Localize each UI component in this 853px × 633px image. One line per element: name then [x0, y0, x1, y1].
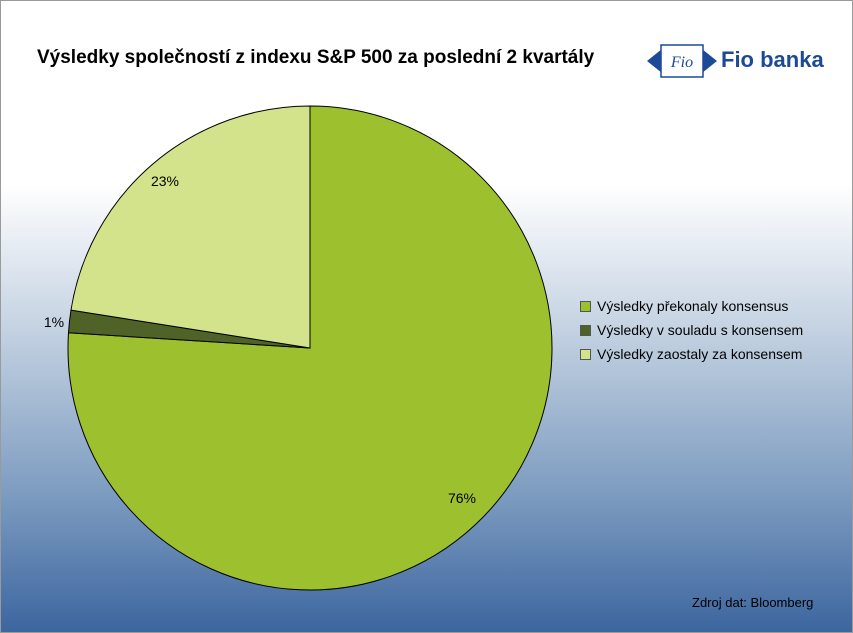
legend-label: Výsledky zaostaly za konsensem [597, 346, 803, 362]
slice-data-label-3: 23% [151, 173, 179, 189]
legend-swatch [580, 348, 591, 360]
legend-item-3: Výsledky zaostaly za konsensem [580, 342, 803, 366]
slice-data-label-2: 1% [44, 314, 64, 330]
legend-swatch [580, 324, 591, 336]
legend-item-2: Výsledky v souladu s konsensem [580, 318, 803, 342]
chart-legend: Výsledky překonaly konsensus Výsledky v s… [580, 294, 803, 366]
logo-text: Fio banka [721, 47, 824, 72]
pie-slice-3 [70, 105, 311, 349]
slice-data-label-1: 76% [448, 490, 476, 506]
legend-label: Výsledky v souladu s konsensem [597, 322, 804, 338]
pie-slice-1 [67, 105, 553, 591]
fio-logo-mark-icon: Fio [647, 44, 717, 78]
legend-item-1: Výsledky překonaly konsensus [580, 294, 803, 318]
logo-mark-text: Fio [670, 54, 693, 71]
legend-swatch [580, 300, 591, 312]
legend-label: Výsledky překonaly konsensus [597, 298, 789, 314]
fio-banka-logo: Fio Fio banka [647, 39, 847, 83]
data-source-note: Zdroj dat: Bloomberg [692, 595, 814, 610]
chart-title: Výsledky společností z indexu S&P 500 za… [37, 47, 595, 68]
